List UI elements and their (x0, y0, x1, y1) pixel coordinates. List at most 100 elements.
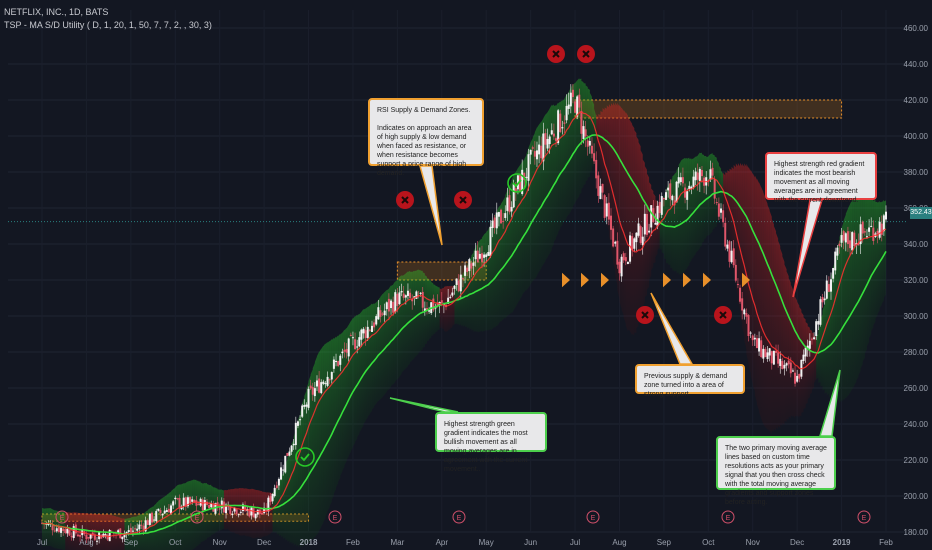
ma-band-segment (765, 198, 768, 430)
candle-body (838, 243, 841, 247)
candle-body (311, 387, 314, 395)
candle-body (722, 210, 725, 223)
candle-body (686, 191, 689, 200)
ma-band-segment (386, 288, 389, 392)
ma-band-segment (795, 296, 798, 417)
candle-body (775, 351, 778, 353)
candle-body (79, 534, 82, 537)
candle-body (123, 533, 126, 538)
ma-band-segment (680, 159, 683, 274)
candle-body (303, 405, 306, 407)
ma-band-segment (494, 211, 497, 329)
ma-band-segment (583, 83, 586, 186)
candle-body (260, 512, 263, 515)
candle-body (764, 349, 767, 358)
ma-band-segment (340, 332, 343, 476)
candle-body (734, 264, 737, 281)
ma-band-segment (579, 78, 582, 195)
ma-band-segment (416, 269, 419, 356)
ma-band-segment (860, 191, 863, 369)
candle-body (239, 511, 242, 513)
price-axis[interactable]: 180.00 200.00 220.00 240.00 260.00 280.00 300.… (904, 24, 929, 537)
ma-band-segment (786, 271, 789, 420)
candle-body (330, 372, 333, 380)
candle-body (571, 89, 574, 98)
candle-body (250, 507, 253, 516)
candle-body (709, 169, 712, 180)
ma-band-segment (323, 343, 326, 523)
candle-body (241, 504, 244, 512)
candle-body (483, 254, 486, 258)
candle-body (235, 509, 238, 515)
ma-band-segment (424, 275, 427, 345)
candle-body (567, 104, 570, 109)
time-axis[interactable]: Jul Aug Sep Oct Nov Dec 2018 Feb Mar Apr May Jun Jul… (37, 538, 894, 547)
ma-band-segment (164, 495, 167, 550)
ma-band-segment (837, 239, 840, 403)
candle-body (222, 501, 225, 513)
candle-body (779, 358, 782, 367)
candle-body (142, 525, 145, 530)
ma-band-segment (824, 294, 827, 394)
ma-band-segment (401, 275, 404, 373)
ma-band-segment (420, 270, 423, 351)
candle-body (772, 350, 775, 365)
candle-body (561, 127, 564, 129)
ma-band-segment (58, 511, 62, 550)
candle-body (696, 172, 699, 180)
candle-body (205, 501, 208, 506)
ma-band-segment (185, 481, 188, 550)
candle-body (193, 499, 196, 503)
candle-body (385, 302, 388, 310)
ma-band-segment (570, 84, 573, 212)
ma-band-segment (369, 303, 372, 414)
candle-body (794, 372, 797, 384)
candle-body (500, 209, 503, 224)
candle-body (851, 232, 854, 251)
ma-band-segment (640, 150, 643, 317)
x-tick-label: Jul (570, 538, 580, 547)
earnings-label: E (195, 515, 200, 522)
candle-body (489, 226, 492, 257)
ma-band-segment (710, 153, 713, 234)
candle-body (612, 228, 615, 247)
ma-band-segment (771, 219, 774, 432)
ma-band-segment (831, 270, 834, 400)
ma-band-segment (634, 129, 637, 333)
candle-body (299, 419, 302, 421)
ma-band-segment (769, 211, 772, 434)
x-tick-label: Aug (612, 538, 626, 547)
ma-band-segment (433, 284, 436, 335)
ma-band-segment (685, 158, 688, 271)
ma-band-segment (697, 152, 700, 252)
ma-band-segment (598, 114, 601, 180)
candle-body (117, 530, 120, 534)
ma-band-segment (721, 170, 724, 217)
candle-body (409, 292, 412, 298)
ma-band-segment (67, 512, 70, 550)
candle-body (832, 268, 835, 279)
candle-body (626, 261, 629, 264)
candle-body (535, 150, 538, 160)
ma-band-segment (866, 196, 870, 347)
ma-band-segment (714, 156, 717, 228)
ma-band-segment (632, 124, 635, 336)
ma-band-segment (750, 169, 753, 384)
candle-body (271, 493, 274, 502)
candle-body (231, 513, 234, 516)
ma-band-segment (754, 175, 757, 404)
ma-band-segment (50, 508, 53, 548)
x-tick-label: Sep (657, 538, 672, 547)
candle-body (542, 133, 545, 162)
ma-band-segment (240, 488, 243, 536)
candle-body (70, 535, 73, 538)
ma-fast-line (41, 111, 887, 538)
candle-body (315, 380, 318, 387)
ma-band-segment (63, 511, 66, 550)
candle-body (565, 105, 568, 121)
ma-band-segment (236, 488, 239, 535)
support-arrow (703, 272, 711, 288)
support-arrow (581, 272, 589, 288)
candle-body (834, 251, 837, 271)
ma-band-segment (501, 200, 504, 322)
